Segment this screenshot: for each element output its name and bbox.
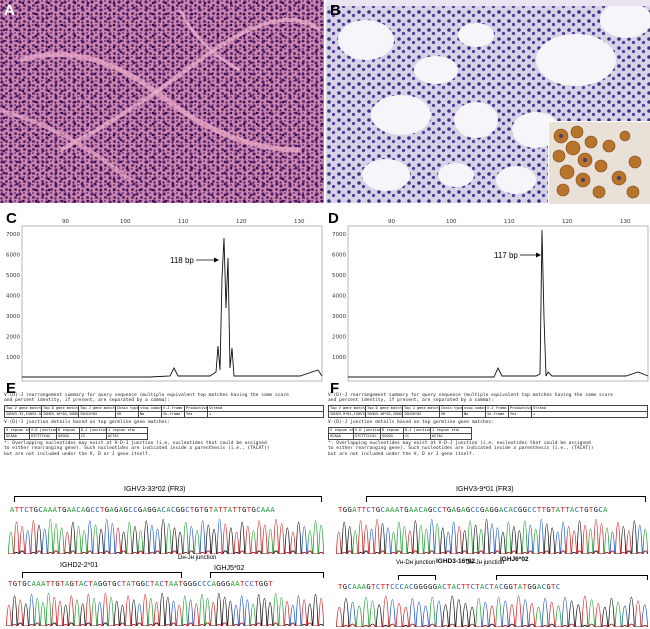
y-tick-label: 3000 <box>6 314 20 320</box>
panel-d-trace <box>348 229 649 378</box>
panel-b-inset-ihc-image <box>548 121 650 205</box>
panel-e-summary-text: V-(D)-J rearrangement summary for query … <box>4 393 289 404</box>
panel-e-top-trace <box>8 519 324 554</box>
y-tick-label: 2000 <box>6 335 20 341</box>
trace-g <box>6 592 324 626</box>
x-tick-label: 130 <box>620 219 631 225</box>
trace-t <box>8 519 324 554</box>
y-tick-label: 1000 <box>332 355 346 361</box>
x-tick-label: 90 <box>62 219 69 225</box>
panel-e-label-junction: Dʜ-Jʜ junction <box>178 555 217 561</box>
panel-e-note-text: *: Overlapping nucleotides may exist at … <box>4 441 270 457</box>
panel-d-fragment-chart: 90 100 110 120 130 7000 6000 5000 4000 3000 2000 1… <box>326 218 650 383</box>
trace-t <box>336 519 648 554</box>
y-tick-label: 6000 <box>332 253 346 259</box>
x-tick-label: 120 <box>236 219 247 225</box>
panel-f-label-d: IGHD3-16*02 <box>436 558 476 565</box>
y-tick-label: 2000 <box>332 335 346 341</box>
trace-t <box>336 595 648 627</box>
panel-f-letter: F <box>330 380 340 397</box>
panel-f-top-sequence: TGGATTCTGCAAATGAACAGCCTGAGAGCCGAGGACACGG… <box>338 505 608 514</box>
panel-b-letter: B <box>330 2 341 19</box>
trace-a <box>8 519 324 554</box>
panel-f-summary-text: V-(D)-J rearrangement summary for query … <box>328 393 613 404</box>
panel-f-table1-values: IGHV3-9*01,IGHV3-33IGHD3-16*02,IGHD3-16*… <box>328 411 648 418</box>
x-tick-label: 90 <box>388 219 395 225</box>
panel-f-label-vd: Vʜ-Dʜ junction <box>396 560 436 566</box>
panel-e-bottom-trace <box>6 592 324 626</box>
x-tick-label: 120 <box>562 219 573 225</box>
panel-c-trace <box>22 237 323 378</box>
panel-d-letter: D <box>328 210 339 227</box>
panel-f-junction-text: V-(D)-J junction details based on top ge… <box>328 420 494 425</box>
x-tick-label: 100 <box>120 219 131 225</box>
y-tick-label: 5000 <box>332 273 346 279</box>
panel-f-table2-values: GCAAA GTCTTCCCAC GGGGG CC ACTAC <box>328 433 472 440</box>
panel-f-label-dj: Dʜ-Jʜ junction <box>466 560 505 566</box>
panel-d-peak-label: 117 bp <box>494 251 518 260</box>
panel-f-bottom-bracket-vd <box>398 575 436 580</box>
x-tick-label: 110 <box>178 219 189 225</box>
panel-f-top-seq-label: IGHV3-9*01 (FR3) <box>456 486 514 493</box>
panel-e-top-bracket <box>14 496 322 502</box>
panel-c-letter: C <box>6 210 17 227</box>
panel-f-bottom-trace <box>336 595 648 627</box>
panel-e-letter: E <box>6 380 17 397</box>
panel-c-peak-label: 118 bp <box>170 256 194 265</box>
y-tick-label: 3000 <box>332 314 346 320</box>
y-tick-label: 7000 <box>6 232 20 238</box>
x-tick-label: 130 <box>294 219 305 225</box>
y-tick-label: 4000 <box>332 294 346 300</box>
panel-f-note-text: *: Overlapping nucleotides may exist at … <box>328 441 594 457</box>
panel-e-bottom-bracket-d <box>22 572 182 578</box>
panel-b-histology-image <box>326 0 650 203</box>
panel-f-label-j: IGHJ6*02 <box>500 556 529 563</box>
panel-e-label-j: IGHJ5*02 <box>214 565 245 572</box>
panel-e-table1-values: IGHV3-33,IGHV3-30IGHD3-16*02,IGHD3-16*01… <box>4 411 324 418</box>
panel-f-bottom-bracket-j <box>496 575 648 580</box>
panel-e-bottom-bracket-j <box>210 572 324 578</box>
y-tick-label: 6000 <box>6 253 20 259</box>
panel-e-junction-text: V-(D)-J junction details based on top ge… <box>4 420 170 425</box>
panel-f-top-trace <box>336 519 648 554</box>
panel-c-fragment-chart: 90 100 110 120 130 7000 6000 5000 4000 3000 2000 1… <box>0 218 324 383</box>
y-tick-label: 7000 <box>332 232 346 238</box>
panel-e-label-d: IGHD2-2*01 <box>60 562 99 569</box>
panel-a-letter: A <box>4 2 15 19</box>
y-tick-label: 5000 <box>6 273 20 279</box>
y-tick-label: 1000 <box>6 355 20 361</box>
panel-e-top-sequence: ATTCTGCAAATGAACAGCCTGAGAGCCGAGGACACGGCTG… <box>10 505 276 514</box>
y-tick-label: 4000 <box>6 294 20 300</box>
panel-f-top-bracket <box>366 496 646 502</box>
panel-a-histology-image <box>0 0 324 203</box>
x-tick-label: 100 <box>446 219 457 225</box>
panel-f-bottom-sequence: TGCAAAGTCTTCCCACGGGGGACTACTTCTACTACGGTAT… <box>338 582 561 591</box>
panel-e-table2-values: GCAAA GTCTTCCAC GGGGG CC ACTAC <box>4 433 148 440</box>
x-tick-label: 110 <box>504 219 515 225</box>
panel-e-top-seq-label: IGHV3-33*02 (FR3) <box>124 486 186 493</box>
trace-t <box>6 592 324 626</box>
panel-e-bottom-sequence: TGTGCAAATTGTAGTACTAGGTGCTATGGCTACTAATGGG… <box>8 579 274 588</box>
